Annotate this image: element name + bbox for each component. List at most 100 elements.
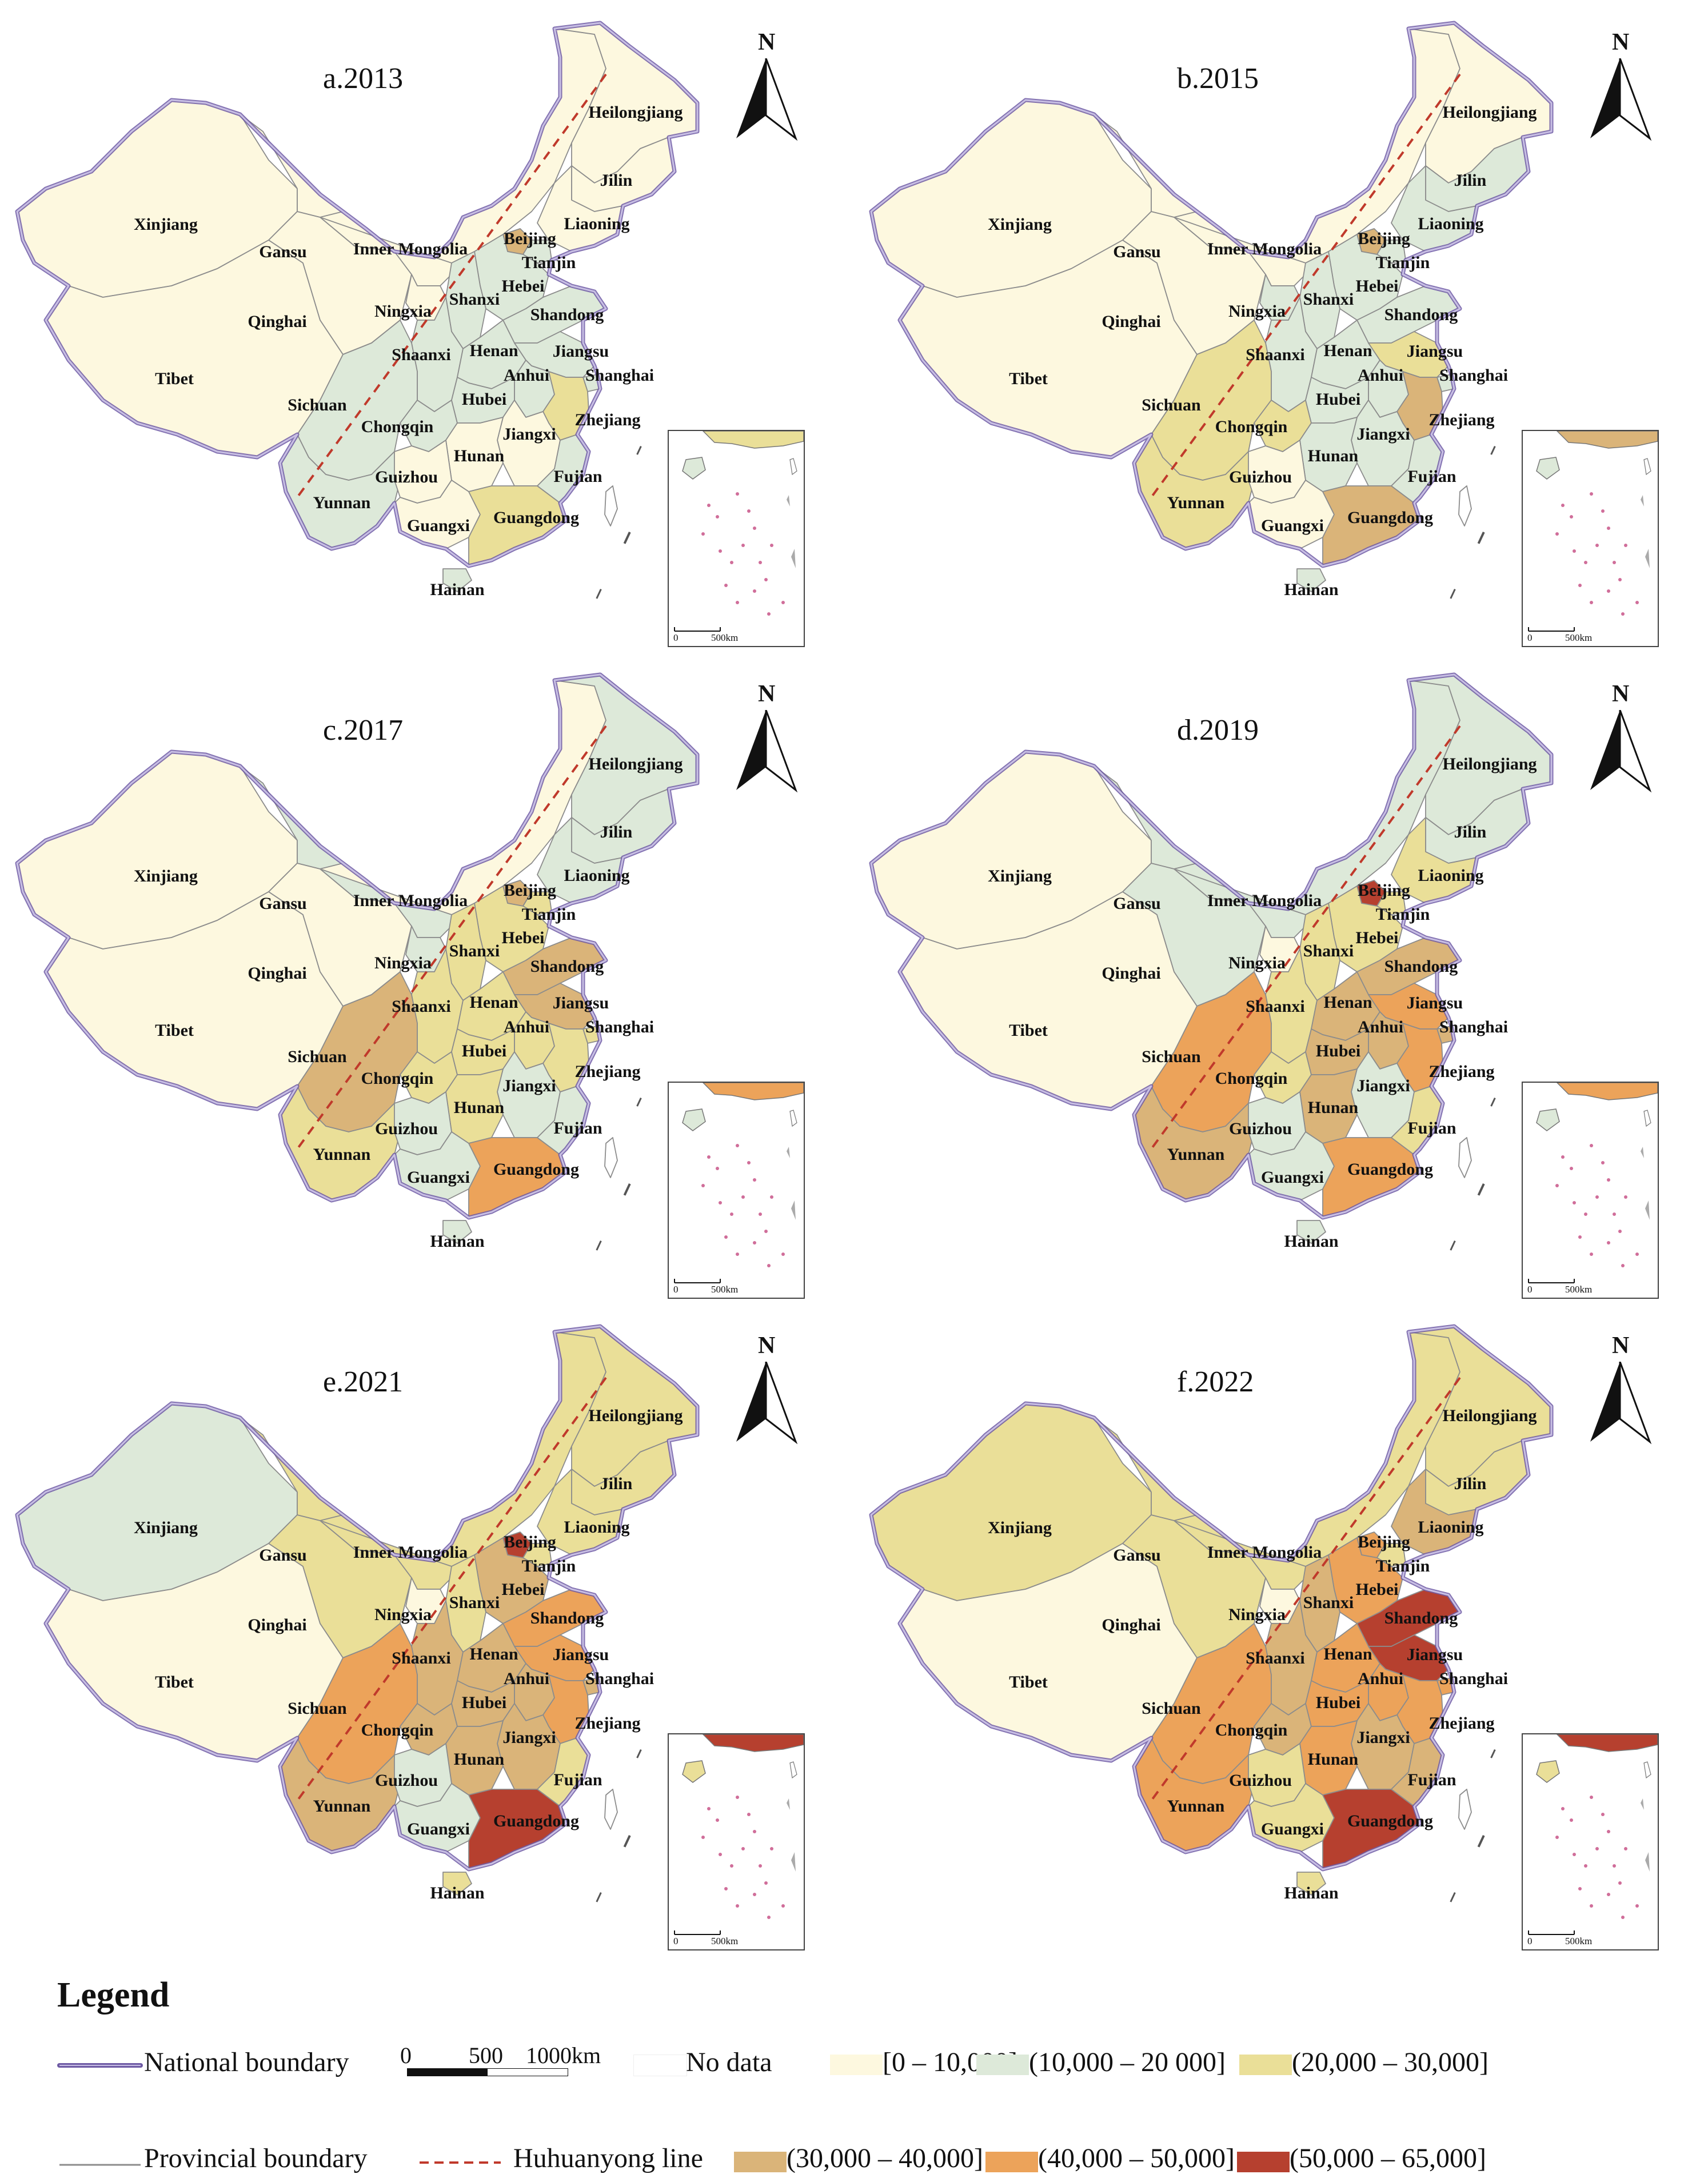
legend-swatch-c6 <box>1237 2152 1290 2172</box>
province-label: Tianjin <box>1376 253 1430 272</box>
province-taiwan <box>604 485 618 526</box>
province-label: Hubei <box>1316 390 1360 409</box>
map-panel: Xinjiang Tibet Qinghai Gansu Inner Mongolia H… <box>0 652 854 1303</box>
province-label: Gansu <box>1113 242 1160 261</box>
province-label: Tibet <box>155 1021 194 1040</box>
province-label: Jilin <box>600 823 633 841</box>
legend-title: Legend <box>57 1976 170 2015</box>
island-mark <box>596 1240 602 1251</box>
inset-map <box>674 1083 804 1283</box>
province-label: Yunnan <box>1167 1145 1225 1164</box>
province-label: Hebei <box>502 1580 545 1599</box>
province-label: Chongqin <box>1215 1721 1288 1740</box>
island-mark <box>623 532 631 544</box>
china-map: Xinjiang Tibet Qinghai Gansu Inner Mongolia H… <box>15 672 700 1251</box>
island-mark <box>1490 1749 1496 1758</box>
province-label: Guizhou <box>375 1119 438 1138</box>
province-label: Ningxia <box>374 302 432 321</box>
province-label: Zhejiang <box>1428 1714 1494 1733</box>
province-taiwan <box>1458 1137 1472 1178</box>
province-label: Hainan <box>430 1884 484 1902</box>
province-label: Anhui <box>1358 1669 1403 1688</box>
province-label: Hebei <box>502 277 545 296</box>
island-mark <box>1450 1892 1456 1902</box>
province-hainan <box>442 1872 472 1896</box>
province-label: Jiangxi <box>502 1076 556 1095</box>
province-label: Anhui <box>504 1018 549 1036</box>
north-arrow-icon <box>736 58 798 141</box>
province-label: Heilongjiang <box>588 755 683 773</box>
island-mark <box>1477 532 1485 544</box>
province-label: Shaanxi <box>392 345 450 364</box>
province-label: Yunnan <box>1167 1797 1225 1816</box>
province-label: Guangxi <box>407 1820 470 1838</box>
province-label: Tianjin <box>1376 1557 1430 1575</box>
province-label: Beijing <box>504 229 556 248</box>
province-label: Tianjin <box>522 905 576 924</box>
huhuanyong-line <box>296 1377 607 1802</box>
province-label: Tianjin <box>1376 905 1430 924</box>
province-label: Hubei <box>462 1042 506 1060</box>
province-label: Inner Mongolia <box>353 891 468 910</box>
province-label: Qinghai <box>248 312 306 331</box>
province-label: Xinjiang <box>988 1518 1052 1537</box>
province-tianjin <box>1376 240 1406 264</box>
province-label: Jiangsu <box>553 1645 609 1664</box>
province-label: Liaoning <box>564 1518 629 1537</box>
province-label: Inner Mongolia <box>353 1543 468 1562</box>
province-label: Hubei <box>462 390 506 409</box>
province-label: Hunan <box>1308 1750 1359 1769</box>
scale-bar-white <box>487 2068 568 2076</box>
provincial-boundary-swatch <box>59 2164 141 2166</box>
province-label: Sichuan <box>288 396 347 414</box>
province-label: Hainan <box>1284 1232 1338 1251</box>
province-label: Tianjin <box>522 253 576 272</box>
province-label: Shaanxi <box>1246 345 1304 364</box>
south-china-sea-inset: 0 500km <box>668 430 805 647</box>
china-map: Xinjiang Tibet Qinghai Gansu Inner Mongolia H… <box>869 672 1554 1251</box>
province-label: Hunan <box>1308 446 1359 465</box>
province-label: Sichuan <box>1142 396 1201 414</box>
province-label: Shandong <box>1384 1609 1458 1627</box>
province-label: Liaoning <box>1418 214 1483 233</box>
province-label: Qinghai <box>1102 1615 1160 1634</box>
island-mark <box>1450 589 1456 599</box>
inset-scale-zero: 0 <box>673 1936 679 1946</box>
province-label: Hubei <box>1316 1693 1360 1712</box>
province-label: Guangdong <box>1347 1812 1433 1830</box>
legend-label-c4: (30,000 – 40,000] <box>787 2143 983 2173</box>
north-letter: N <box>1612 681 1630 707</box>
province-taiwan <box>1458 1789 1472 1830</box>
south-china-sea-inset: 0 500km <box>1522 430 1659 647</box>
province-label: Jiangxi <box>1356 1728 1410 1747</box>
inset-scale-distance: 500km <box>711 1284 739 1295</box>
legend-label-c6: (50,000 – 65,000] <box>1290 2143 1486 2173</box>
national-boundary-swatch <box>57 2063 143 2068</box>
province-label: Hebei <box>1356 277 1399 296</box>
province-label: Gansu <box>259 242 306 261</box>
province-label: Henan <box>1323 1645 1372 1664</box>
province-label: Shanxi <box>449 290 500 309</box>
province-label: Henan <box>469 993 518 1012</box>
province-tianjin <box>1376 1543 1406 1567</box>
province-label: Gansu <box>1113 894 1160 913</box>
province-label: Jiangsu <box>553 342 609 361</box>
province-label: Xinjiang <box>988 215 1052 234</box>
north-arrow-icon <box>1590 58 1652 141</box>
province-label: Guizhou <box>1229 1771 1292 1790</box>
inset-scale-zero: 0 <box>673 1284 679 1295</box>
scale-bar-black <box>407 2068 487 2076</box>
province-label: Shandong <box>1384 957 1458 976</box>
province-label: Chongqin <box>1215 1069 1288 1088</box>
legend-provincial-boundary: Provincial boundary <box>144 2143 368 2173</box>
province-label: Guangdong <box>493 1160 579 1179</box>
province-label: Xinjiang <box>988 867 1052 885</box>
province-label: Tibet <box>1009 1673 1048 1692</box>
province-label: Ningxia <box>1228 954 1286 972</box>
province-label: Hainan <box>1284 580 1338 599</box>
province-label: Fujian <box>1407 1770 1456 1789</box>
north-arrow-icon <box>736 1362 798 1445</box>
province-tianjin <box>522 240 552 264</box>
province-label: Shaanxi <box>1246 997 1304 1016</box>
north-letter: N <box>1612 1333 1630 1359</box>
